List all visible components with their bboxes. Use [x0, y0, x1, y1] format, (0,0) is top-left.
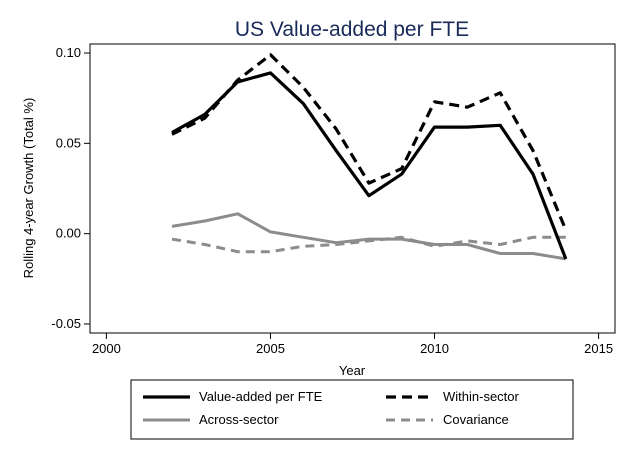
legend-label-covariance: Covariance: [443, 412, 509, 427]
x-tick-label: 2010: [420, 341, 449, 356]
y-tick-label: 0.05: [56, 135, 81, 150]
y-axis-title: Rolling 4-year Growth (Total %): [21, 98, 36, 279]
series-line-across-sector: [171, 212, 567, 261]
plot-frame: [89, 43, 616, 334]
x-axis-title: Year: [339, 363, 366, 378]
legend-box: [130, 379, 574, 440]
legend-label-value-added-per-fte: Value-added per FTE: [199, 389, 323, 404]
x-tick-label: 2005: [256, 341, 285, 356]
y-tick-label: -0.05: [51, 316, 81, 331]
series-line-within-sector: [171, 53, 568, 231]
legend-label-within-sector: Within-sector: [443, 389, 520, 404]
chart-title: US Value-added per FTE: [235, 18, 469, 41]
series-line-covariance: [171, 235, 566, 254]
series-layer: [171, 53, 568, 261]
y-axis-ticks: -0.05 0.00 0.05 0.10: [51, 45, 90, 331]
y-tick-label: 0.00: [56, 226, 81, 241]
legend: Value-added per FTE Within-sector Across-s…: [143, 389, 520, 427]
series-line-value-added-per-fte: [171, 71, 568, 260]
legend-label-across-sector: Across-sector: [199, 412, 279, 427]
y-tick-label: 0.10: [56, 45, 81, 60]
x-axis-ticks: 2000 2005 2010 2015: [92, 333, 613, 356]
x-tick-label: 2000: [92, 341, 121, 356]
x-tick-label: 2015: [584, 341, 613, 356]
